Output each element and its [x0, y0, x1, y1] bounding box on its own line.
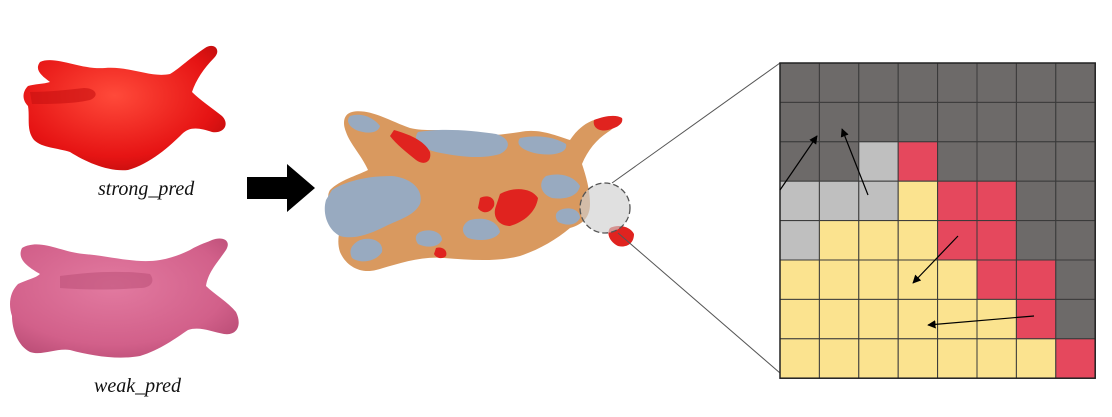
grid-cell-yellow — [937, 338, 978, 379]
grid-cell-yellow — [779, 338, 820, 379]
grid-cell-dark — [1055, 298, 1096, 340]
strong-pred-mesh — [23, 45, 226, 171]
grid-cell-dark — [1055, 62, 1096, 103]
grid-cell-yellow — [897, 338, 939, 379]
grid-cell-dark — [1055, 259, 1096, 300]
grid-cell-dark — [1015, 101, 1057, 143]
grid-border — [779, 62, 1096, 379]
grid-cell-dark — [976, 101, 1017, 143]
grid-cell-dark — [818, 101, 860, 143]
strong-pred-label: strong_pred — [98, 178, 195, 200]
grid-cell-dark — [1015, 180, 1057, 222]
grid-cell-yellow — [897, 180, 939, 222]
grid-cell-dark — [937, 141, 978, 182]
grid-cell-gray — [818, 180, 860, 222]
grid-cell-dark — [897, 62, 939, 103]
grid-cell-dark — [976, 141, 1017, 182]
weak-pred-label: weak_pred — [94, 375, 182, 397]
grid-cell-yellow — [1015, 338, 1057, 379]
grid-cell-yellow — [858, 298, 899, 340]
grid-cell-gray — [858, 141, 899, 182]
grid-cell-yellow — [779, 259, 820, 300]
grid-cell-dark — [1015, 62, 1057, 103]
grid-cell-red — [976, 259, 1017, 300]
grid-cell-yellow — [897, 259, 939, 300]
grid-cell-dark — [897, 101, 939, 143]
voxel-grid — [779, 62, 1096, 379]
grid-cell-dark — [818, 141, 860, 182]
grid-cell-gray — [779, 180, 820, 222]
grid-arrow-3 — [912, 235, 959, 284]
grid-cell-dark — [858, 101, 899, 143]
grid-cell-yellow — [818, 259, 860, 300]
grid-cell-yellow — [818, 298, 860, 340]
grid-arrows — [779, 128, 1035, 329]
grid-cell-yellow — [858, 338, 899, 379]
zoom-line-bottom — [617, 232, 781, 374]
grid-arrow-4 — [927, 315, 1035, 329]
grid-cell-dark — [1055, 141, 1096, 182]
grid-cell-red — [1015, 259, 1057, 300]
grid-cell-dark — [937, 62, 978, 103]
grid-cell-dark — [779, 62, 820, 103]
grid-cell-dark — [858, 62, 899, 103]
grid-cell-dark — [818, 62, 860, 103]
grid-cell-red — [1015, 298, 1057, 340]
grid-cell-yellow — [937, 259, 978, 300]
grid-arrow-2 — [840, 128, 869, 196]
grid-cell-red — [1055, 338, 1096, 379]
grid-cell-yellow — [897, 220, 939, 261]
grid-cell-dark — [1015, 141, 1057, 182]
grid-cell-red — [976, 180, 1017, 222]
grid-cell-yellow — [858, 259, 899, 300]
grid-cell-dark — [1055, 180, 1096, 222]
grid-cell-yellow — [818, 220, 860, 261]
grid-cell-dark — [1015, 220, 1057, 261]
grid-cell-yellow — [858, 220, 899, 261]
grid-cell-dark — [1055, 220, 1096, 261]
grid-cell-yellow — [937, 298, 978, 340]
grid-cell-red — [976, 220, 1017, 261]
zoom-line-top — [611, 62, 781, 184]
grid-cell-dark — [937, 101, 978, 143]
grid-cell-red — [937, 220, 978, 261]
grid-arrow-1 — [779, 135, 818, 191]
grid-cell-dark — [779, 101, 820, 143]
grid-cell-yellow — [897, 298, 939, 340]
grid-cell-red — [897, 141, 939, 182]
grid-cell-dark — [976, 62, 1017, 103]
grid-cell-dark — [1055, 101, 1096, 143]
merge-arrow — [247, 164, 315, 212]
grid-cell-red — [937, 180, 978, 222]
grid-cell-yellow — [818, 338, 860, 379]
grid-cell-yellow — [976, 338, 1017, 379]
grid-cell-gray — [779, 220, 820, 261]
zoom-region-circle — [579, 182, 631, 234]
grid-cell-yellow — [779, 298, 820, 340]
weak-pred-mesh — [10, 238, 239, 358]
